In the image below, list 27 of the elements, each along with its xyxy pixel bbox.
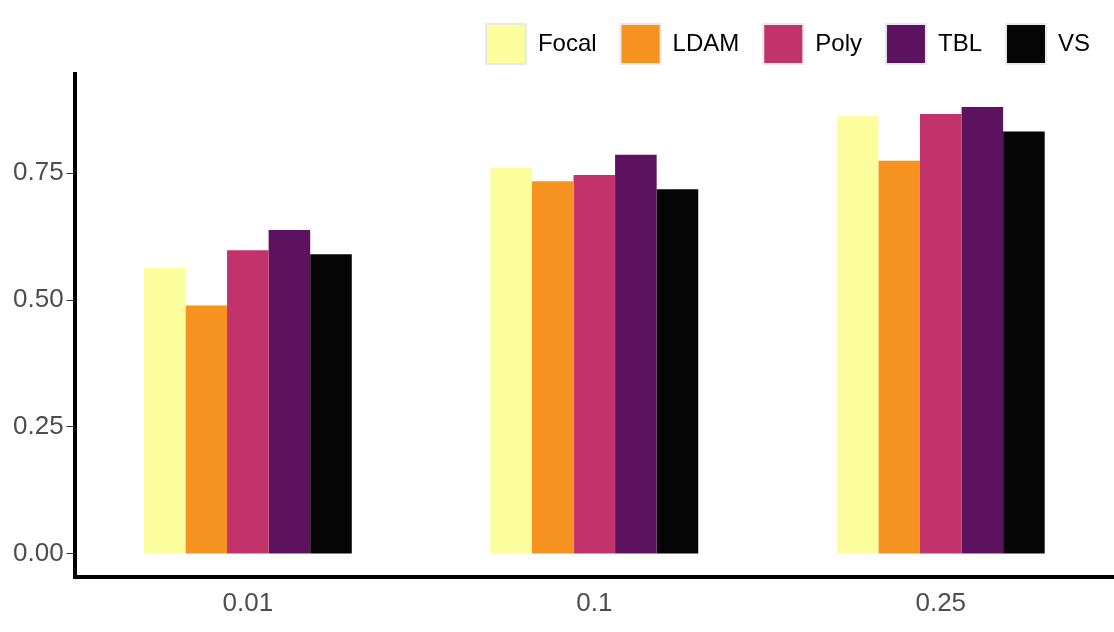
bar (836, 116, 879, 554)
x-tick-label: 0.1 (576, 586, 613, 617)
bar (143, 268, 186, 554)
y-tick-label: 0.50 (12, 283, 64, 314)
x-tick-label: 0.25 (915, 586, 967, 617)
bar (615, 154, 657, 554)
y-tick-label: 0.00 (12, 537, 64, 568)
legend-label: LDAM (672, 28, 740, 56)
legend-label: TBL (937, 28, 982, 56)
legend-label: Poly (815, 28, 862, 56)
bar (268, 229, 311, 554)
legend-label: Focal (537, 28, 597, 56)
bar (656, 189, 699, 554)
bar (185, 305, 228, 554)
legend-label: VS (1057, 28, 1090, 56)
bar (573, 175, 616, 554)
x-tick-label: 0.01 (222, 586, 274, 617)
bar (227, 250, 269, 554)
bar (531, 181, 574, 554)
bar (961, 107, 1004, 554)
bar (878, 160, 920, 554)
y-tick-label: 0.75 (12, 156, 64, 187)
bar (1003, 131, 1045, 554)
bar (490, 167, 532, 554)
bar (919, 114, 962, 554)
y-tick-label: 0.25 (12, 410, 64, 441)
bar (310, 254, 352, 554)
